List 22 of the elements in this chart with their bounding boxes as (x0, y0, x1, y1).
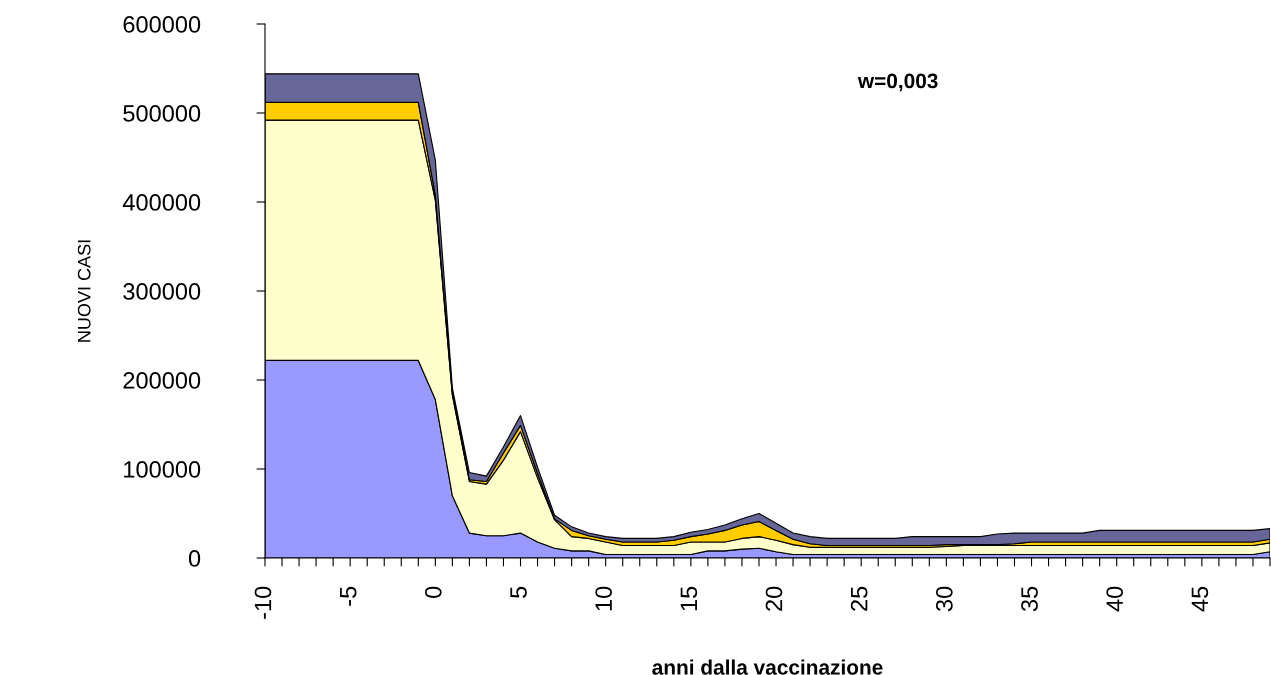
x-tick-label: 35 (1021, 586, 1038, 612)
y-tick-label: 400000 (122, 194, 201, 211)
x-axis-title: anni dalla vaccinazione (652, 659, 883, 675)
y-tick-label: 600000 (123, 16, 201, 33)
x-tick-label: 15 (680, 586, 698, 611)
x-tick-label: 5 (510, 586, 527, 598)
x-tick-label: 20 (765, 586, 783, 611)
y-tick-label: 200000 (123, 372, 201, 389)
annotation: w=0,003 (857, 73, 938, 92)
y-tick-label: 0 (188, 550, 201, 567)
x-tick-label: 25 (850, 586, 868, 611)
y-tick-label: 500000 (123, 105, 201, 122)
y-axis-title: NUOVI CASI (77, 240, 91, 342)
x-tick-label: 0 (424, 586, 442, 598)
x-tick-label: -10 (254, 586, 272, 619)
y-tick-label: 300000 (123, 283, 201, 300)
x-tick-label: -5 (340, 586, 357, 606)
x-tick-label: 45 (1191, 586, 1209, 612)
x-tick-label: 40 (1106, 586, 1124, 612)
x-tick-label: 10 (595, 586, 613, 611)
y-tick-label: 100000 (124, 461, 201, 478)
x-tick-label: 30 (935, 586, 953, 612)
